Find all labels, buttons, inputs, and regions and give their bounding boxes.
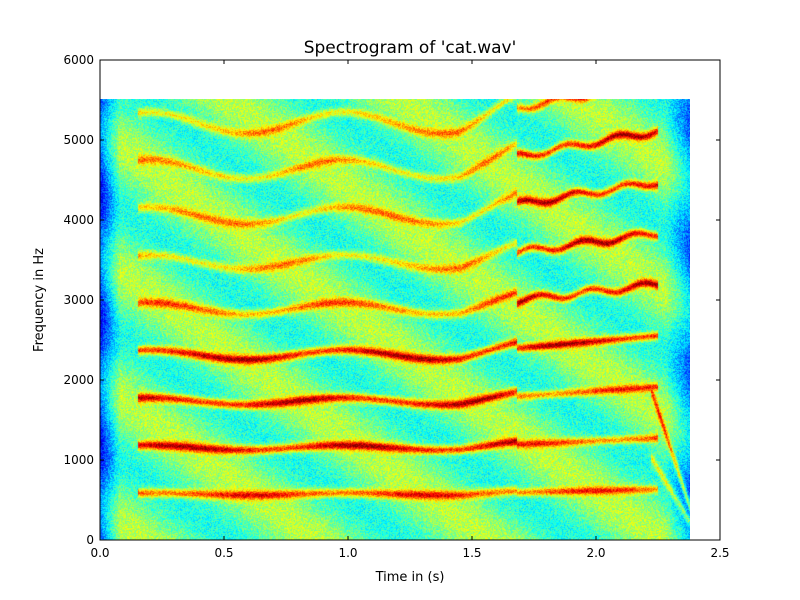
y-tick-label: 5000 xyxy=(63,133,94,147)
y-axis-label: Frequency in Hz xyxy=(32,248,47,352)
y-tick-label: 3000 xyxy=(63,293,94,307)
y-tick-label: 1000 xyxy=(63,453,94,467)
y-tick-label: 6000 xyxy=(63,53,94,67)
chart-title: Spectrogram of 'cat.wav' xyxy=(304,38,517,58)
x-tick-label: 2.5 xyxy=(710,546,729,560)
x-tick-label: 2.0 xyxy=(586,546,605,560)
spectrogram-heatmap xyxy=(100,99,690,541)
x-tick-label: 0.0 xyxy=(90,546,109,560)
x-tick-label: 0.5 xyxy=(214,546,233,560)
y-tick-label: 4000 xyxy=(63,213,94,227)
x-axis-ticks: 0.0 0.5 1.0 1.5 2.0 2.5 xyxy=(90,60,730,560)
y-tick-label: 0 xyxy=(86,533,94,547)
y-tick-label: 2000 xyxy=(63,373,94,387)
x-tick-label: 1.5 xyxy=(462,546,481,560)
plot-area xyxy=(100,99,690,541)
x-tick-label: 1.0 xyxy=(338,546,357,560)
y-axis-ticks: 0 1000 2000 3000 4000 5000 6000 xyxy=(63,53,720,547)
x-axis-label: Time in (s) xyxy=(375,570,445,585)
